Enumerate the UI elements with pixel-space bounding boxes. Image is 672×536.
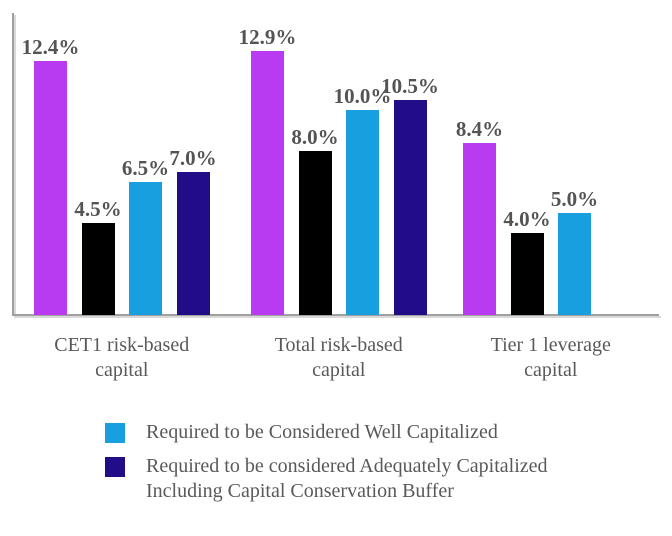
bar-data-label: 8.0% xyxy=(291,125,339,150)
bar-data-label: 4.0% xyxy=(503,207,551,232)
bar: 12.9% xyxy=(239,26,296,315)
bar-data-label: 6.5% xyxy=(121,155,170,180)
y-axis-line xyxy=(12,13,14,316)
bar-data-label: 5.0% xyxy=(550,186,599,211)
category-label: CET1 risk-based capital xyxy=(54,334,190,381)
bar-data-label: 10.0% xyxy=(333,84,392,109)
bar-data-label: 4.5% xyxy=(74,196,122,221)
legend-entry: Required to be Considered Well Capitaliz… xyxy=(105,420,596,445)
legend-swatch-icon xyxy=(105,457,125,477)
bar-data-label: 8.4% xyxy=(455,116,504,141)
category-label: Total risk-based capital xyxy=(274,334,403,381)
legend: Required to be Considered Well Capitaliz… xyxy=(105,420,596,504)
category-label: Tier 1 leverage capital xyxy=(490,334,611,381)
bar-data-label: 12.4% xyxy=(21,35,80,60)
bar: 10.0% xyxy=(334,85,391,315)
bar: 7.0% xyxy=(169,147,217,315)
bar: 4.5% xyxy=(74,198,122,315)
legend-label: Required to be Considered Well Capitaliz… xyxy=(146,421,498,443)
bar: 4.0% xyxy=(503,208,551,315)
bar: 12.4% xyxy=(22,36,79,315)
bar: 5.0% xyxy=(551,188,598,315)
bar: 8.4% xyxy=(456,118,503,315)
legend-label: Required to be considered Adequately Cap… xyxy=(146,455,548,502)
bar-data-label: 7.0% xyxy=(169,145,217,170)
bar-data-label: 10.5% xyxy=(381,73,439,98)
legend-entry: Required to be considered Adequately Cap… xyxy=(105,454,596,504)
bar-data-label: 12.9% xyxy=(238,24,297,49)
bar: 10.5% xyxy=(381,75,439,315)
x-axis-line xyxy=(12,314,659,316)
bar: 8.0% xyxy=(291,126,339,315)
legend-swatch-icon xyxy=(105,423,125,443)
bar: 6.5% xyxy=(122,157,169,315)
